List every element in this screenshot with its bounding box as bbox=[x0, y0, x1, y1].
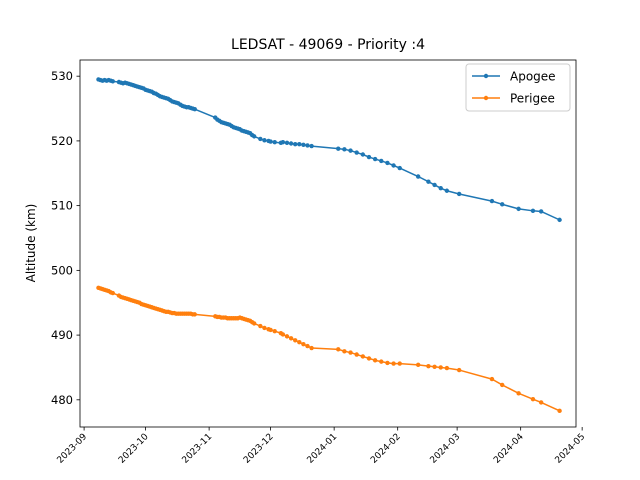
data-point-perigee-99 bbox=[516, 391, 521, 396]
legend-label-perigee: Perigee bbox=[510, 92, 555, 106]
data-point-apogee-95 bbox=[444, 188, 450, 193]
data-point-apogee-70 bbox=[272, 140, 277, 145]
data-point-perigee-85 bbox=[366, 356, 372, 361]
plot-frame bbox=[79, 59, 577, 428]
data-point-apogee-86 bbox=[372, 156, 378, 162]
data-point-perigee-45 bbox=[192, 312, 197, 317]
data-point-perigee-83 bbox=[354, 352, 359, 357]
data-point-perigee-96 bbox=[456, 367, 462, 373]
data-point-perigee-65 bbox=[252, 321, 257, 326]
data-point-perigee-67 bbox=[262, 325, 267, 331]
data-point-apogee-72 bbox=[280, 140, 286, 145]
data-point-apogee-67 bbox=[262, 138, 267, 143]
data-point-perigee-81 bbox=[342, 349, 347, 354]
y-tick-label-480: 480 bbox=[51, 393, 73, 407]
data-point-perigee-75 bbox=[293, 338, 298, 343]
data-point-perigee-87 bbox=[379, 359, 384, 364]
legend-marker-perigee bbox=[483, 95, 489, 101]
data-point-perigee-93 bbox=[432, 364, 437, 369]
data-point-perigee-100 bbox=[530, 396, 536, 402]
data-point-apogee-85 bbox=[366, 154, 372, 160]
data-point-apogee-98 bbox=[500, 202, 505, 207]
data-point-perigee-79 bbox=[309, 345, 314, 351]
data-point-perigee-78 bbox=[305, 343, 310, 349]
data-point-apogee-76 bbox=[297, 141, 302, 147]
data-point-apogee-91 bbox=[415, 174, 421, 179]
data-point-perigee-69 bbox=[268, 327, 273, 333]
data-point-apogee-66 bbox=[258, 136, 263, 142]
data-point-apogee-78 bbox=[305, 143, 310, 148]
data-point-apogee-97 bbox=[489, 198, 495, 204]
data-point-perigee-66 bbox=[258, 323, 263, 329]
legend-label-apogee: Apogee bbox=[510, 70, 556, 84]
data-point-perigee-97 bbox=[489, 376, 495, 382]
data-point-apogee-82 bbox=[348, 148, 353, 153]
data-point-apogee-69 bbox=[268, 139, 273, 144]
data-point-apogee-7 bbox=[110, 79, 115, 84]
data-point-perigee-73 bbox=[284, 334, 290, 339]
series-apogee bbox=[96, 77, 562, 223]
data-point-perigee-80 bbox=[336, 347, 341, 352]
data-point-perigee-92 bbox=[426, 363, 431, 369]
data-point-apogee-99 bbox=[516, 206, 521, 212]
data-point-perigee-88 bbox=[385, 360, 390, 366]
y-tick-label-530: 530 bbox=[51, 69, 73, 83]
data-point-apogee-90 bbox=[397, 165, 402, 171]
data-point-apogee-45 bbox=[192, 106, 197, 112]
y-tick-label-500: 500 bbox=[51, 263, 73, 277]
chart-title: LEDSAT - 49069 - Priority :4 bbox=[231, 37, 425, 53]
data-point-apogee-77 bbox=[301, 142, 306, 147]
y-axis-label: Altitude (km) bbox=[24, 204, 38, 283]
data-point-perigee-72 bbox=[280, 332, 286, 337]
data-point-apogee-73 bbox=[284, 140, 290, 146]
y-tick-label-490: 490 bbox=[51, 328, 73, 342]
plot-marks bbox=[96, 77, 562, 414]
data-point-perigee-101 bbox=[538, 400, 544, 405]
data-point-apogee-65 bbox=[252, 134, 257, 139]
data-point-perigee-95 bbox=[444, 365, 450, 371]
data-point-apogee-80 bbox=[336, 146, 341, 151]
data-point-perigee-74 bbox=[288, 336, 294, 341]
data-point-perigee-86 bbox=[372, 358, 378, 363]
data-point-apogee-96 bbox=[456, 191, 462, 197]
data-point-perigee-7 bbox=[110, 290, 115, 296]
data-point-perigee-89 bbox=[391, 361, 396, 366]
data-point-apogee-74 bbox=[288, 141, 294, 146]
data-point-apogee-94 bbox=[438, 185, 443, 191]
data-point-apogee-87 bbox=[379, 158, 384, 164]
data-point-apogee-79 bbox=[309, 143, 314, 149]
data-point-perigee-82 bbox=[348, 350, 353, 355]
data-point-apogee-88 bbox=[385, 160, 390, 166]
data-point-apogee-100 bbox=[530, 208, 536, 214]
data-point-perigee-91 bbox=[415, 362, 421, 368]
data-point-apogee-81 bbox=[342, 147, 347, 152]
data-point-perigee-94 bbox=[438, 365, 443, 370]
data-point-apogee-75 bbox=[293, 141, 298, 147]
data-point-perigee-84 bbox=[360, 354, 366, 359]
data-point-apogee-84 bbox=[360, 152, 366, 157]
data-point-perigee-90 bbox=[397, 361, 402, 366]
data-point-perigee-77 bbox=[301, 341, 306, 347]
data-point-apogee-92 bbox=[426, 179, 431, 184]
y-tick-label-510: 510 bbox=[51, 199, 73, 213]
data-point-perigee-102 bbox=[557, 408, 562, 414]
legend-marker-apogee bbox=[483, 73, 489, 79]
data-point-perigee-98 bbox=[500, 382, 505, 388]
y-tick-label-520: 520 bbox=[51, 134, 73, 148]
data-point-perigee-70 bbox=[272, 329, 277, 334]
data-point-apogee-93 bbox=[432, 182, 437, 188]
data-point-perigee-76 bbox=[297, 340, 302, 345]
data-point-apogee-89 bbox=[391, 163, 396, 168]
data-point-apogee-101 bbox=[538, 209, 544, 214]
legend: Apogee Perigee bbox=[465, 63, 571, 112]
series-perigee bbox=[96, 285, 562, 414]
data-point-apogee-102 bbox=[557, 217, 562, 223]
data-point-apogee-83 bbox=[354, 150, 359, 155]
